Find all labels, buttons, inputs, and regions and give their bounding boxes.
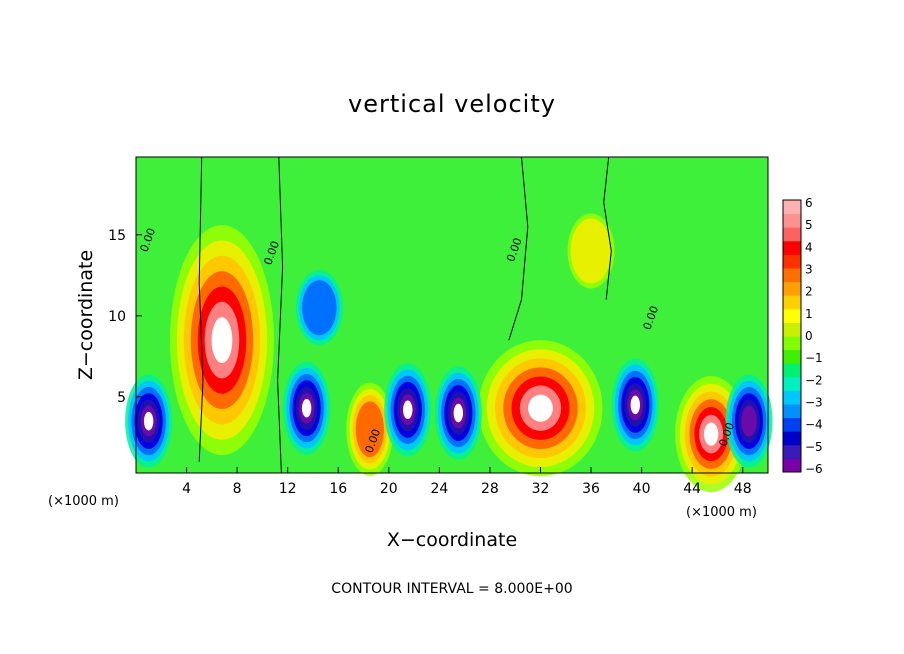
colorbar-tick-label: −6: [805, 462, 823, 476]
colorbar-tick-label: 2: [805, 285, 813, 299]
plot-area: 0.00 0.00 0.000.000.00 0.00: [125, 156, 773, 493]
x-tick-label: 24: [430, 481, 448, 497]
colorbar-swatch: [783, 254, 801, 269]
colorbar-swatch: [783, 363, 801, 378]
colorbar-swatch: [783, 268, 801, 283]
y-axis-ticks: 5 10 15: [108, 228, 142, 406]
x-tick-label: 44: [683, 481, 701, 497]
chart-title: vertical velocity: [348, 90, 556, 118]
colorbar-swatch: [783, 444, 801, 459]
downdraft-band: [741, 405, 757, 437]
colorbar-tick-label: 3: [805, 263, 813, 277]
colorbar-swatch: [783, 240, 801, 255]
colorbar-swatch: [783, 431, 801, 446]
colorbar-swatch: [783, 322, 801, 337]
zero-contour-line: [603, 156, 612, 300]
updraft-band: [211, 317, 233, 364]
x-tick-label: 48: [734, 481, 752, 497]
colorbar-tick-label: −1: [805, 351, 823, 365]
colorbar-tick-label: 4: [805, 240, 813, 254]
y-tick-label: 10: [108, 309, 126, 325]
x-axis-title: X−coordinate: [387, 529, 517, 551]
zero-contour-line: [198, 156, 204, 462]
z-axis-unit: (×1000 m): [48, 494, 119, 509]
contour-interval-note: CONTOUR INTERVAL = 8.000E+00: [331, 581, 572, 597]
x-axis-unit: (×1000 m): [686, 505, 757, 520]
downdraft-band: [302, 280, 337, 336]
y-axis-title: Z−coordinate: [75, 250, 97, 380]
colorbar-frame: [782, 199, 802, 473]
colorbar-tick-label: −2: [805, 373, 823, 387]
x-tick-label: 4: [182, 481, 191, 497]
zero-contour-line: [277, 156, 284, 474]
colorbar-swatch: [783, 213, 801, 228]
colorbar-swatch: [783, 390, 801, 405]
colorbar-swatch: [783, 417, 801, 432]
zero-contour-line: [508, 156, 529, 341]
colorbar-tick-label: 0: [805, 329, 813, 343]
colorbar-tick-label: 5: [805, 218, 813, 232]
colorbar-tick-label: −5: [805, 440, 823, 454]
colorbar-swatch: [783, 349, 801, 364]
y-tick-label: 15: [108, 228, 126, 244]
downdraft-band: [453, 403, 464, 423]
colorbar-tick-label: −4: [805, 418, 823, 432]
y-tick-label: 5: [117, 390, 126, 406]
x-tick-label: 28: [481, 481, 499, 497]
downdraft-band: [143, 411, 154, 431]
colorbar-swatch: [783, 404, 801, 419]
x-tick-label: 20: [380, 481, 398, 497]
downdraft-band: [403, 400, 413, 420]
updraft-band: [703, 422, 719, 446]
updraft-band: [528, 394, 553, 422]
updraft-band: [355, 401, 384, 458]
x-tick-label: 32: [532, 481, 550, 497]
x-tick-label: 40: [633, 481, 651, 497]
colorbar-swatch: [783, 376, 801, 391]
x-axis-ticks: 4 8 12 16 20 24 28 32 36 40 44 48: [182, 467, 752, 497]
x-tick-label: 16: [329, 481, 347, 497]
colorbar-swatch: [783, 308, 801, 323]
colorbar-swatch: [783, 200, 801, 215]
x-tick-label: 8: [233, 481, 242, 497]
plot-frame: [135, 156, 769, 474]
x-tick-label: 36: [582, 481, 600, 497]
colorbar-tick-label: 6: [805, 196, 813, 210]
updraft-band: [570, 218, 612, 284]
colorbar-swatch: [783, 295, 801, 310]
colorbar-swatch: [783, 281, 801, 296]
downdraft-band: [301, 398, 312, 418]
x-tick-label: 12: [279, 481, 297, 497]
colorbar-swatch: [783, 458, 801, 473]
colorbar: 6 5 4 3 2 1 0 −1 −2 −3 −4 −5 −6: [782, 196, 823, 476]
colorbar-tick-label: 1: [805, 307, 813, 321]
colorbar-tick-label: −3: [805, 396, 823, 410]
colorbar-swatch: [783, 227, 801, 242]
downdraft-band: [630, 395, 640, 415]
colorbar-swatch: [783, 336, 801, 351]
